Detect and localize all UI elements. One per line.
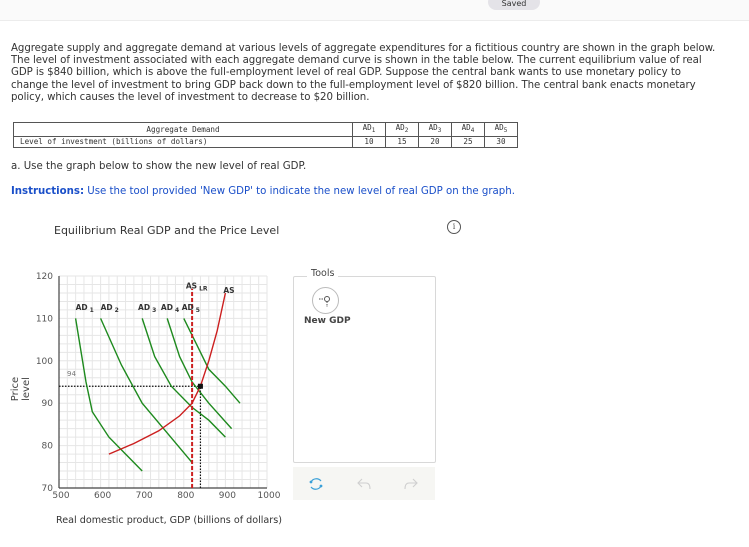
x-tick-label: 800 [177, 491, 194, 501]
question-text: a. Use the graph below to show the new l… [11, 161, 307, 172]
y-tick-label: 80 [42, 442, 54, 452]
graph-toolbar [293, 467, 435, 500]
curve-label: AD 4 [161, 303, 179, 314]
y-tick-label: 110 [36, 314, 53, 324]
y-tick-label: 70 [42, 484, 54, 494]
price-level-label: 94 [67, 370, 76, 378]
instructions-label: Instructions: [11, 186, 85, 197]
reset-icon[interactable] [308, 476, 324, 492]
ad2-curve [99, 318, 193, 464]
info-icon[interactable]: i [447, 220, 461, 234]
problem-intro: Aggregate supply and aggregate demand at… [11, 43, 716, 103]
curve-label: AD 2 [101, 303, 119, 314]
y-tick-label: 120 [36, 272, 53, 282]
x-tick-label: 700 [136, 491, 153, 501]
table-row: Level of investment (billions of dollars… [13, 136, 518, 148]
table-cell: 10 [352, 136, 386, 148]
undo-icon[interactable] [356, 476, 372, 492]
chart-title: Equilibrium Real GDP and the Price Level [54, 224, 280, 237]
top-bar: Saved [0, 0, 749, 21]
instructions-text: Instructions: Use the tool provided 'New… [11, 186, 515, 197]
curve-label: AD 3 [138, 303, 156, 314]
curve-label: AD 1 [76, 303, 94, 314]
y-tick-label: 100 [36, 357, 53, 367]
tools-legend: Tools [307, 268, 339, 279]
equilibrium-point [197, 383, 203, 389]
new-gdp-marker-icon [319, 296, 330, 307]
curve-label: AS LR [186, 282, 208, 293]
ad3-curve [141, 318, 226, 438]
new-gdp-tool-button[interactable] [312, 287, 339, 314]
instructions-body: Use the tool provided 'New GDP' to indic… [84, 186, 515, 197]
new-gdp-tool-label: New GDP [304, 316, 351, 326]
saved-status-badge: Saved [488, 0, 540, 10]
x-tick-label: 900 [219, 491, 236, 501]
ad1-curve [74, 318, 143, 472]
x-tick-label: 1000 [258, 491, 281, 501]
x-tick-label: 500 [52, 491, 69, 501]
y-tick-label: 90 [42, 399, 54, 409]
investment-table: Aggregate Demand AD1 AD2 AD3 AD4 AD5 Lev… [13, 122, 518, 148]
tools-panel [293, 276, 436, 463]
x-axis-label: Real domestic product, GDP (billions of … [56, 515, 282, 526]
curve-label: AD 5 [182, 303, 200, 314]
table-cell: 30 [484, 136, 518, 148]
redo-icon[interactable] [403, 476, 419, 492]
x-tick-label: 600 [94, 491, 111, 501]
curve-label: AS [223, 286, 234, 295]
